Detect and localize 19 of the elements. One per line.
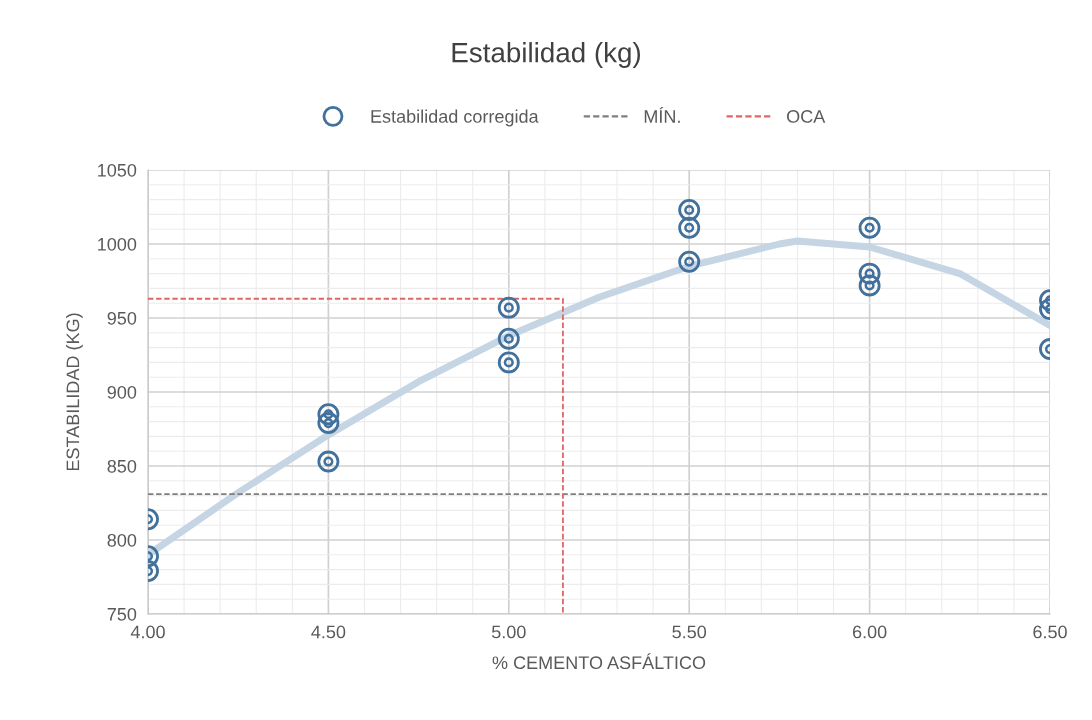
x-axis-title: % CEMENTO ASFÁLTICO	[492, 653, 706, 670]
x-tick-label: 6.50	[1033, 625, 1067, 639]
y-axis-title: ESTABILIDAD (KG)	[66, 313, 83, 471]
y-tick-label: 1050	[98, 163, 137, 177]
y-tick-label: 800	[107, 533, 137, 547]
x-tick-label: 5.00	[491, 625, 526, 639]
x-tick-label: 5.50	[672, 625, 707, 639]
x-tick-label: 4.00	[130, 625, 165, 639]
y-tick-label: 750	[107, 607, 137, 621]
legend-label: Estabilidad corregida	[371, 109, 539, 127]
x-tick-label: 6.00	[852, 625, 887, 639]
x-tick-label: 4.50	[311, 625, 346, 639]
y-tick-label: 1000	[98, 237, 137, 251]
y-tick-label: 850	[107, 459, 137, 473]
y-tick-label: 900	[107, 385, 137, 399]
chart-title: Estabilidad (kg)	[452, 42, 640, 68]
legend-label: OCA	[787, 110, 826, 123]
y-tick-label: 950	[107, 311, 137, 325]
legend-label: MÍN.	[644, 107, 680, 123]
